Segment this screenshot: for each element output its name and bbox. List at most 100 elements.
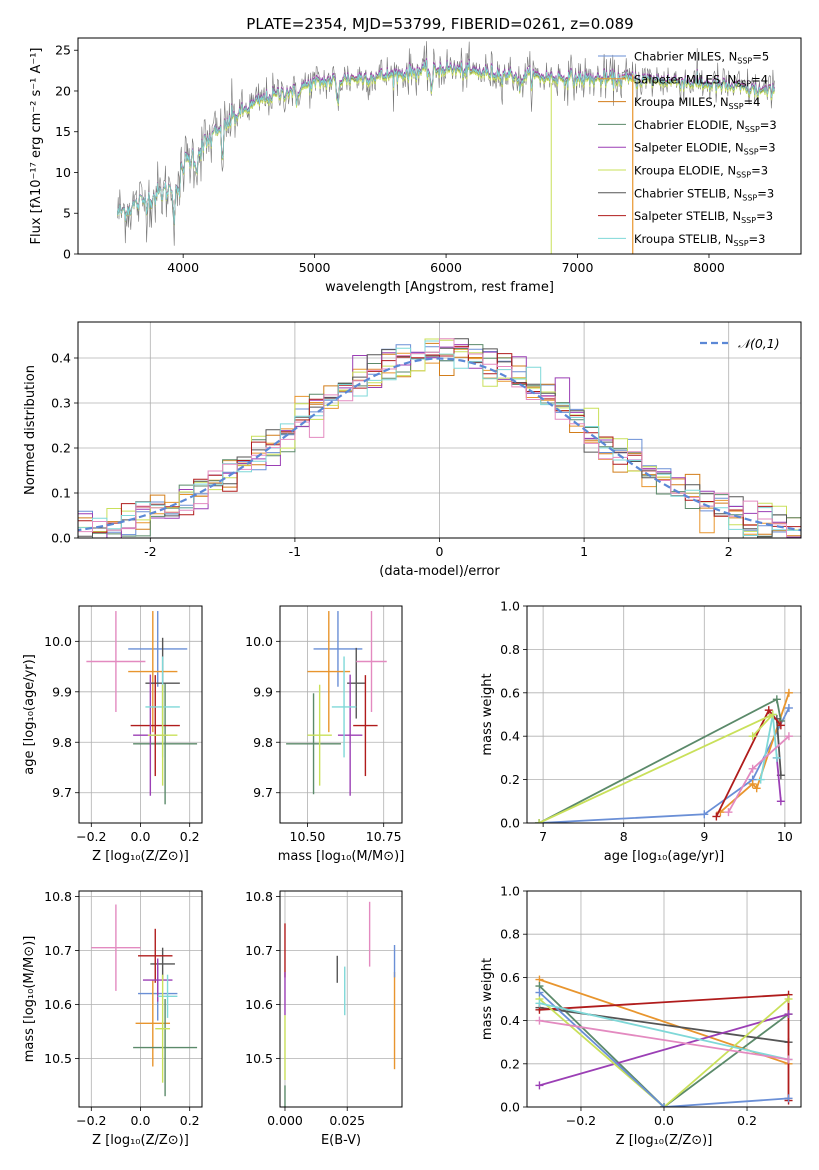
errorbar-point	[286, 693, 341, 795]
y-tick-label: 10	[55, 165, 71, 180]
massweight-series	[535, 1010, 793, 1090]
y-tick-label: 25	[55, 43, 71, 58]
y-tick-label: 10.6	[245, 997, 273, 1012]
massweight-line	[539, 1013, 789, 1087]
axes-frame	[526, 890, 802, 1108]
errorbar-point	[331, 656, 357, 758]
x-tick-label: 0.0	[654, 1113, 674, 1128]
y-tick-label: 15	[55, 124, 71, 139]
legend-label: Salpeter STELIB, NSSP=3	[634, 209, 773, 225]
massweight-series	[535, 1016, 793, 1064]
y-axis-label: age [log₁₀(age/yr)]	[22, 654, 37, 775]
y-tick-label: 10.7	[44, 943, 72, 958]
legend-label: Kroupa ELODIE, NSSP=3	[634, 164, 768, 180]
x-axis-label: mass [log₁₀(M/M⊙)]	[278, 849, 405, 864]
x-tick-label: −0.2	[76, 829, 106, 844]
errorbar-point	[128, 611, 178, 733]
massweight-line	[539, 707, 790, 823]
y-tick-label: 10.5	[245, 1051, 273, 1066]
x-tick-label: 0.025	[329, 1113, 365, 1128]
x-tick-label: 7	[539, 829, 547, 844]
x-tick-label: 10.50	[290, 829, 326, 844]
y-tick-label: 0	[63, 247, 71, 262]
spectrum-model-line	[117, 59, 775, 225]
errorbar-point	[130, 675, 180, 777]
massweight-line	[775, 718, 782, 776]
y-tick-label: 9.9	[52, 684, 72, 699]
y-tick-label: 0.6	[500, 685, 520, 700]
errorbar-point	[86, 611, 146, 712]
errorbar-point	[147, 684, 178, 786]
y-axis-label: mass [log₁₀(M/M⊙)]	[22, 936, 37, 1063]
y-tick-label: 0.8	[500, 642, 520, 657]
legend-label: 𝒩(0,1)	[738, 336, 780, 351]
y-tick-label: 9.9	[253, 684, 273, 699]
y-tick-label: 9.8	[253, 735, 273, 750]
axes-frame	[279, 890, 403, 1108]
age_vs_Z-axes: −0.2 0.0 0.2 9.7 9.8 9.9 10.0 Z [log₁₀(Z/Z⊙)] ag…	[22, 605, 203, 864]
x-tick-label: 2	[725, 544, 733, 559]
errorbar-point	[138, 928, 173, 983]
x-tick-label: 0.0	[131, 829, 151, 844]
massweight-series	[535, 710, 777, 823]
y-tick-label: 0.8	[500, 927, 520, 942]
massweight-line	[539, 1019, 789, 1061]
massweight_vs_Z-axes: −0.2 0.0 0.2 0.0 0.2 0.4 0.6 0.8 1.0 Z [log₁₀(Z/Z…	[480, 884, 802, 1148]
errorbar-point	[313, 611, 363, 687]
x-tick-label: 5000	[299, 260, 331, 275]
x-tick-label: 0	[436, 544, 444, 559]
x-tick-label: 4000	[167, 260, 199, 275]
errorbar-point	[337, 674, 363, 796]
x-tick-label: 0.0	[131, 1113, 151, 1128]
errorbar-point	[133, 683, 198, 805]
x-axis-label: age [log₁₀(age/yr)]	[604, 849, 725, 864]
y-tick-label: 0.0	[51, 531, 71, 546]
errorbar-point	[133, 999, 198, 1097]
y-axis-label: Normed distribution	[23, 365, 38, 495]
axes-frame	[279, 605, 403, 824]
axes-frame	[77, 37, 802, 255]
axes-frame	[526, 605, 802, 824]
legend-label: Salpeter MILES, NSSP=4	[634, 72, 768, 88]
massweight-series	[535, 990, 793, 1105]
y-tick-label: 5	[63, 206, 71, 221]
y-tick-label: 20	[55, 83, 71, 98]
y-tick-label: 0.4	[51, 351, 71, 366]
x-axis-label: Z [log₁₀(Z/Z⊙)]	[92, 849, 189, 864]
x-tick-label: 7000	[562, 260, 594, 275]
x-tick-label: 6000	[430, 260, 462, 275]
massweight-series	[535, 988, 793, 1107]
massweight-series	[535, 703, 793, 823]
spectrum-legend: Chabrier MILES, NSSP=5 Salpeter MILES, NS…	[598, 50, 777, 248]
gaussian-curve	[78, 357, 801, 532]
axes-frame	[77, 321, 802, 539]
x-tick-label: 10	[777, 829, 793, 844]
age_vs_mass-axes: 10.50 10.75 9.7 9.8 9.9 10.0 mass [log₁₀(M/M⊙)…	[245, 605, 405, 864]
x-tick-label: 1	[580, 544, 588, 559]
massweight-line	[775, 757, 782, 802]
massweight-series	[535, 695, 785, 823]
x-tick-label: 0.2	[737, 1113, 757, 1128]
errorbar-point	[91, 904, 141, 991]
x-tick-label: 0.2	[180, 1113, 200, 1128]
axes-frame	[78, 890, 203, 1108]
x-tick-label: 0.000	[267, 1113, 303, 1128]
y-tick-label: 10.5	[44, 1051, 72, 1066]
x-tick-label: 10.75	[366, 829, 402, 844]
y-tick-label: 0.2	[500, 1056, 520, 1071]
y-tick-label: 1.0	[500, 884, 520, 899]
y-tick-label: 0.0	[500, 1100, 520, 1115]
y-tick-label: 10.8	[245, 889, 273, 904]
x-tick-label: 8	[620, 829, 628, 844]
massweight-line	[539, 1002, 789, 1061]
y-tick-label: 0.2	[500, 772, 520, 787]
y-axis-label: mass weight	[480, 958, 495, 1040]
x-tick-label: −0.2	[76, 1113, 106, 1128]
legend-label: Chabrier STELIB, NSSP=3	[634, 186, 774, 202]
errorbar-point	[135, 980, 171, 1067]
y-tick-label: 9.8	[52, 735, 72, 750]
errorbar-point	[157, 974, 178, 1018]
y-tick-label: 0.3	[51, 396, 71, 411]
x-axis-label: (data-model)/error	[379, 564, 500, 579]
axes-frame	[78, 605, 203, 824]
